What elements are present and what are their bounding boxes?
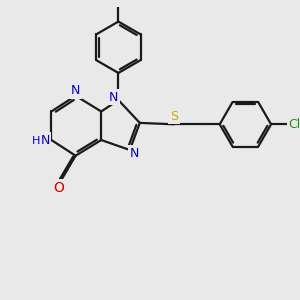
Text: O: O bbox=[54, 181, 64, 195]
Text: Cl: Cl bbox=[289, 118, 300, 131]
Text: N: N bbox=[129, 147, 139, 160]
Text: N: N bbox=[40, 134, 50, 146]
Text: N: N bbox=[71, 84, 80, 97]
Text: N: N bbox=[109, 91, 118, 104]
Text: S: S bbox=[170, 110, 178, 123]
Text: H: H bbox=[32, 136, 40, 146]
